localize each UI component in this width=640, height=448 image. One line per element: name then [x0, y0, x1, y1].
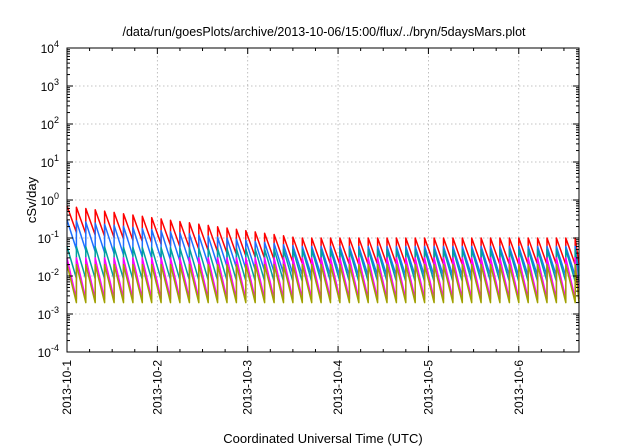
y-tick-label: 10-4 [38, 343, 59, 360]
x-tick-label: 2013-10-2 [150, 360, 164, 415]
series-line [66, 245, 580, 283]
y-tick-label: 102 [41, 115, 59, 132]
series-line [66, 257, 580, 300]
y-tick-label: 101 [41, 153, 59, 170]
series-line [66, 263, 580, 304]
x-tick-label: 2013-10-5 [421, 360, 435, 415]
x-tick-label: 2013-10-4 [331, 360, 345, 415]
y-tick-label: 100 [41, 191, 59, 208]
x-axis: 2013-10-1 2013-10-2 2013-10-3 2013-10-4 2013… [60, 48, 565, 415]
y-tick-label: 10-2 [38, 267, 59, 284]
chart-title: /data/run/goesPlots/archive/2013-10-06/1… [122, 25, 526, 39]
series-line [66, 205, 580, 266]
y-tick-label: 104 [41, 39, 59, 56]
x-tick-label: 2013-10-1 [60, 360, 74, 415]
y-axis-label: cSv/day [24, 176, 39, 223]
y-tick-label: 10-1 [38, 229, 59, 246]
y-axis: 10-4 10-3 10-2 10-1 100 101 102 103 104 [38, 39, 579, 360]
x-tick-label: 2013-10-6 [512, 360, 526, 415]
grid [67, 48, 579, 352]
y-tick-label: 10-3 [38, 305, 59, 322]
x-axis-label: Coordinated Universal Time (UTC) [223, 431, 422, 446]
x-tick-label: 2013-10-3 [241, 360, 255, 415]
series-line [66, 219, 580, 277]
y-tick-label: 103 [41, 77, 59, 94]
series-layer [66, 205, 580, 304]
